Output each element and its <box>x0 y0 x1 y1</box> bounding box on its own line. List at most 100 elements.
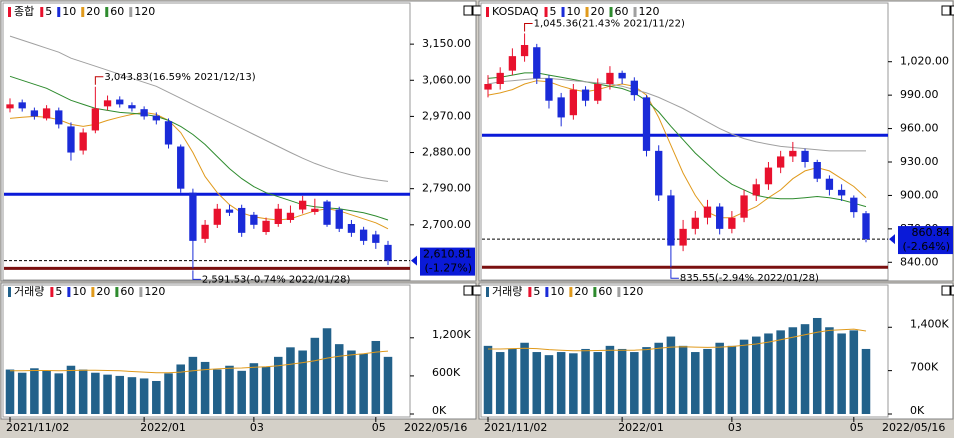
volume-bar <box>569 353 578 414</box>
legend-swatch <box>609 7 613 17</box>
volume-bar <box>30 368 39 414</box>
window-button[interactable] <box>463 285 473 296</box>
legend-entry: 20 <box>96 285 110 298</box>
legend-entry: 5 <box>55 285 62 298</box>
legend-swatch <box>8 287 11 297</box>
candle-body <box>764 167 773 185</box>
y-tick-label: 0K <box>910 404 925 417</box>
candle-body <box>30 110 39 117</box>
volume-bar <box>544 355 554 414</box>
candle-body <box>250 214 258 225</box>
legend-swatch <box>81 7 85 17</box>
candle-body <box>91 108 100 131</box>
current-box <box>898 226 953 255</box>
volume-bar <box>739 339 749 414</box>
volume-bar <box>213 369 222 414</box>
candle-body <box>776 156 785 168</box>
volume-bar <box>371 340 381 414</box>
x-tick-label: 2021/11/02 <box>484 421 547 434</box>
candle-body <box>740 195 748 218</box>
volume-bar <box>630 352 639 414</box>
candle-body <box>18 102 26 109</box>
volume-bar <box>800 324 810 414</box>
volume-bar <box>703 348 712 414</box>
legend-swatch <box>50 287 54 297</box>
candle-body <box>274 208 282 224</box>
volume-bar <box>188 356 198 414</box>
current-box <box>420 247 475 276</box>
volume-bar <box>347 350 356 414</box>
legend-swatch <box>633 7 637 17</box>
legend-swatch <box>544 7 548 17</box>
volume-bar <box>556 352 566 414</box>
candle-body <box>533 47 541 79</box>
candle-body <box>703 206 712 218</box>
window-button[interactable] <box>472 5 482 16</box>
candle-body <box>520 45 529 57</box>
candle-body <box>347 223 356 233</box>
legend-swatch <box>105 7 109 17</box>
candle-body <box>384 244 392 261</box>
volume-bar <box>727 345 737 414</box>
x-tick-label: 03 <box>728 421 742 434</box>
candle-body <box>42 108 51 119</box>
volume-bar <box>642 347 651 414</box>
candle-body <box>103 100 112 107</box>
volume-bar <box>788 327 798 414</box>
current-price: 2,610.81 <box>423 248 472 261</box>
candle-body <box>67 126 75 153</box>
volume-bar <box>225 365 234 414</box>
window-button[interactable] <box>941 285 951 296</box>
volume-bar <box>383 356 393 414</box>
volume-bar <box>176 364 185 414</box>
candle-body <box>213 208 221 225</box>
window-button[interactable] <box>463 5 473 16</box>
volume-moving-average <box>10 350 389 374</box>
candle-body <box>850 197 858 213</box>
volume-bar <box>298 350 307 414</box>
x-tick-label: 2022/01 <box>140 421 186 434</box>
candle-body <box>164 121 173 145</box>
legend-entry: 120 <box>134 5 155 18</box>
y-tick-label: 1,200K <box>432 328 471 341</box>
window-button[interactable] <box>950 5 954 16</box>
volume-plot-frame <box>480 284 889 418</box>
window-button[interactable] <box>472 285 482 296</box>
volume-bar <box>483 345 493 414</box>
y-tick-label: 700K <box>910 361 939 374</box>
legend-entry: 5 <box>45 5 52 18</box>
candle-body <box>752 184 760 196</box>
legend-swatch <box>57 7 61 17</box>
candle-body <box>728 217 736 229</box>
volume-bar <box>237 370 246 414</box>
legend-swatch <box>40 7 44 17</box>
legend-entry: 120 <box>622 285 643 298</box>
candle-body <box>837 189 846 196</box>
candle-body <box>789 150 797 157</box>
volume-moving-average <box>488 328 867 352</box>
y-tick-label: 930.00 <box>900 155 939 168</box>
candle-body <box>298 200 307 210</box>
volume-bar <box>200 361 210 414</box>
y-tick-label: 2,790.00 <box>422 182 471 195</box>
volume-bar <box>593 352 603 414</box>
current-change: (-2.64%) <box>903 240 951 253</box>
low-annotation: 835.55(-2.94% 2022/01/28) <box>680 273 819 284</box>
current-pointer <box>411 255 417 266</box>
legend-swatch <box>561 7 565 17</box>
x-tick-label: 05 <box>372 421 386 434</box>
candle-body <box>128 105 136 109</box>
candle-body <box>655 150 663 196</box>
high-annotation: 1,045.36(21.43% 2021/11/22) <box>534 18 685 29</box>
window-button[interactable] <box>941 5 951 16</box>
candle-body <box>581 89 590 101</box>
candle-body <box>667 195 675 246</box>
volume-bar <box>837 333 846 414</box>
volume-bar <box>495 352 505 414</box>
candle-body <box>508 56 517 71</box>
candle-body <box>79 132 87 151</box>
candle-body <box>484 84 492 90</box>
volume-bar <box>322 328 332 414</box>
candle-body <box>569 89 578 116</box>
window-button[interactable] <box>950 285 954 296</box>
